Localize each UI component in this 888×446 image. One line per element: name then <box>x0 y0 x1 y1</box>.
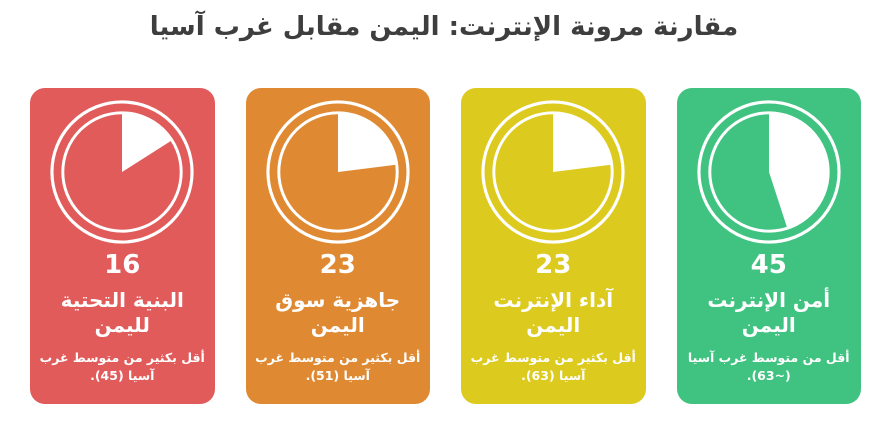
score-title: البنية التحتية لليمن <box>60 287 184 337</box>
score-value: 23 <box>535 250 572 280</box>
gauge-outer-ring <box>481 100 625 244</box>
score-cards-row: 16 البنية التحتية لليمن أقل بكثير من متو… <box>30 88 861 404</box>
score-note: أقل بكثير من متوسط غرب آسيا (63). <box>470 349 636 384</box>
score-value: 45 <box>750 250 787 280</box>
gauge-outer-ring <box>697 100 841 244</box>
pie-gauge-icon <box>697 100 841 244</box>
card-infrastructure: 16 البنية التحتية لليمن أقل بكثير من متو… <box>30 88 215 404</box>
gauge-value-wedge <box>122 112 173 172</box>
card-market-readiness: 23 جاهزية سوق اليمن أقل بكثير من متوسط غ… <box>245 88 430 404</box>
gauge-value-wedge <box>553 112 612 172</box>
score-title: جاهزية سوق اليمن <box>275 287 401 337</box>
gauge-value-wedge <box>768 112 828 229</box>
score-title: آداء الإنترنت اليمن <box>493 287 614 337</box>
gauge-outer-ring <box>266 100 410 244</box>
card-internet-security: 45 أمن الإنترنت اليمن أقل من متوسط غرب آ… <box>676 88 861 404</box>
pie-gauge-icon <box>481 100 625 244</box>
score-value: 16 <box>104 250 141 280</box>
score-value: 23 <box>319 250 356 280</box>
score-note: أقل بكثير من متوسط غرب آسيا (51). <box>255 349 421 384</box>
gauge-value-wedge <box>337 112 397 172</box>
page-title: مقارنة مرونة الإنترنت: اليمن مقابل غرب آ… <box>149 12 739 42</box>
score-title: أمن الإنترنت اليمن <box>707 287 831 337</box>
pie-gauge-icon <box>50 100 194 244</box>
pie-gauge-icon <box>266 100 410 244</box>
card-internet-performance: 23 آداء الإنترنت اليمن أقل بكثير من متوس… <box>461 88 646 404</box>
gauge-outer-ring <box>50 100 194 244</box>
score-note: أقل بكثير من متوسط غرب آسيا (45). <box>39 349 205 384</box>
score-note: أقل من متوسط غرب آسيا (~63). <box>687 349 850 384</box>
